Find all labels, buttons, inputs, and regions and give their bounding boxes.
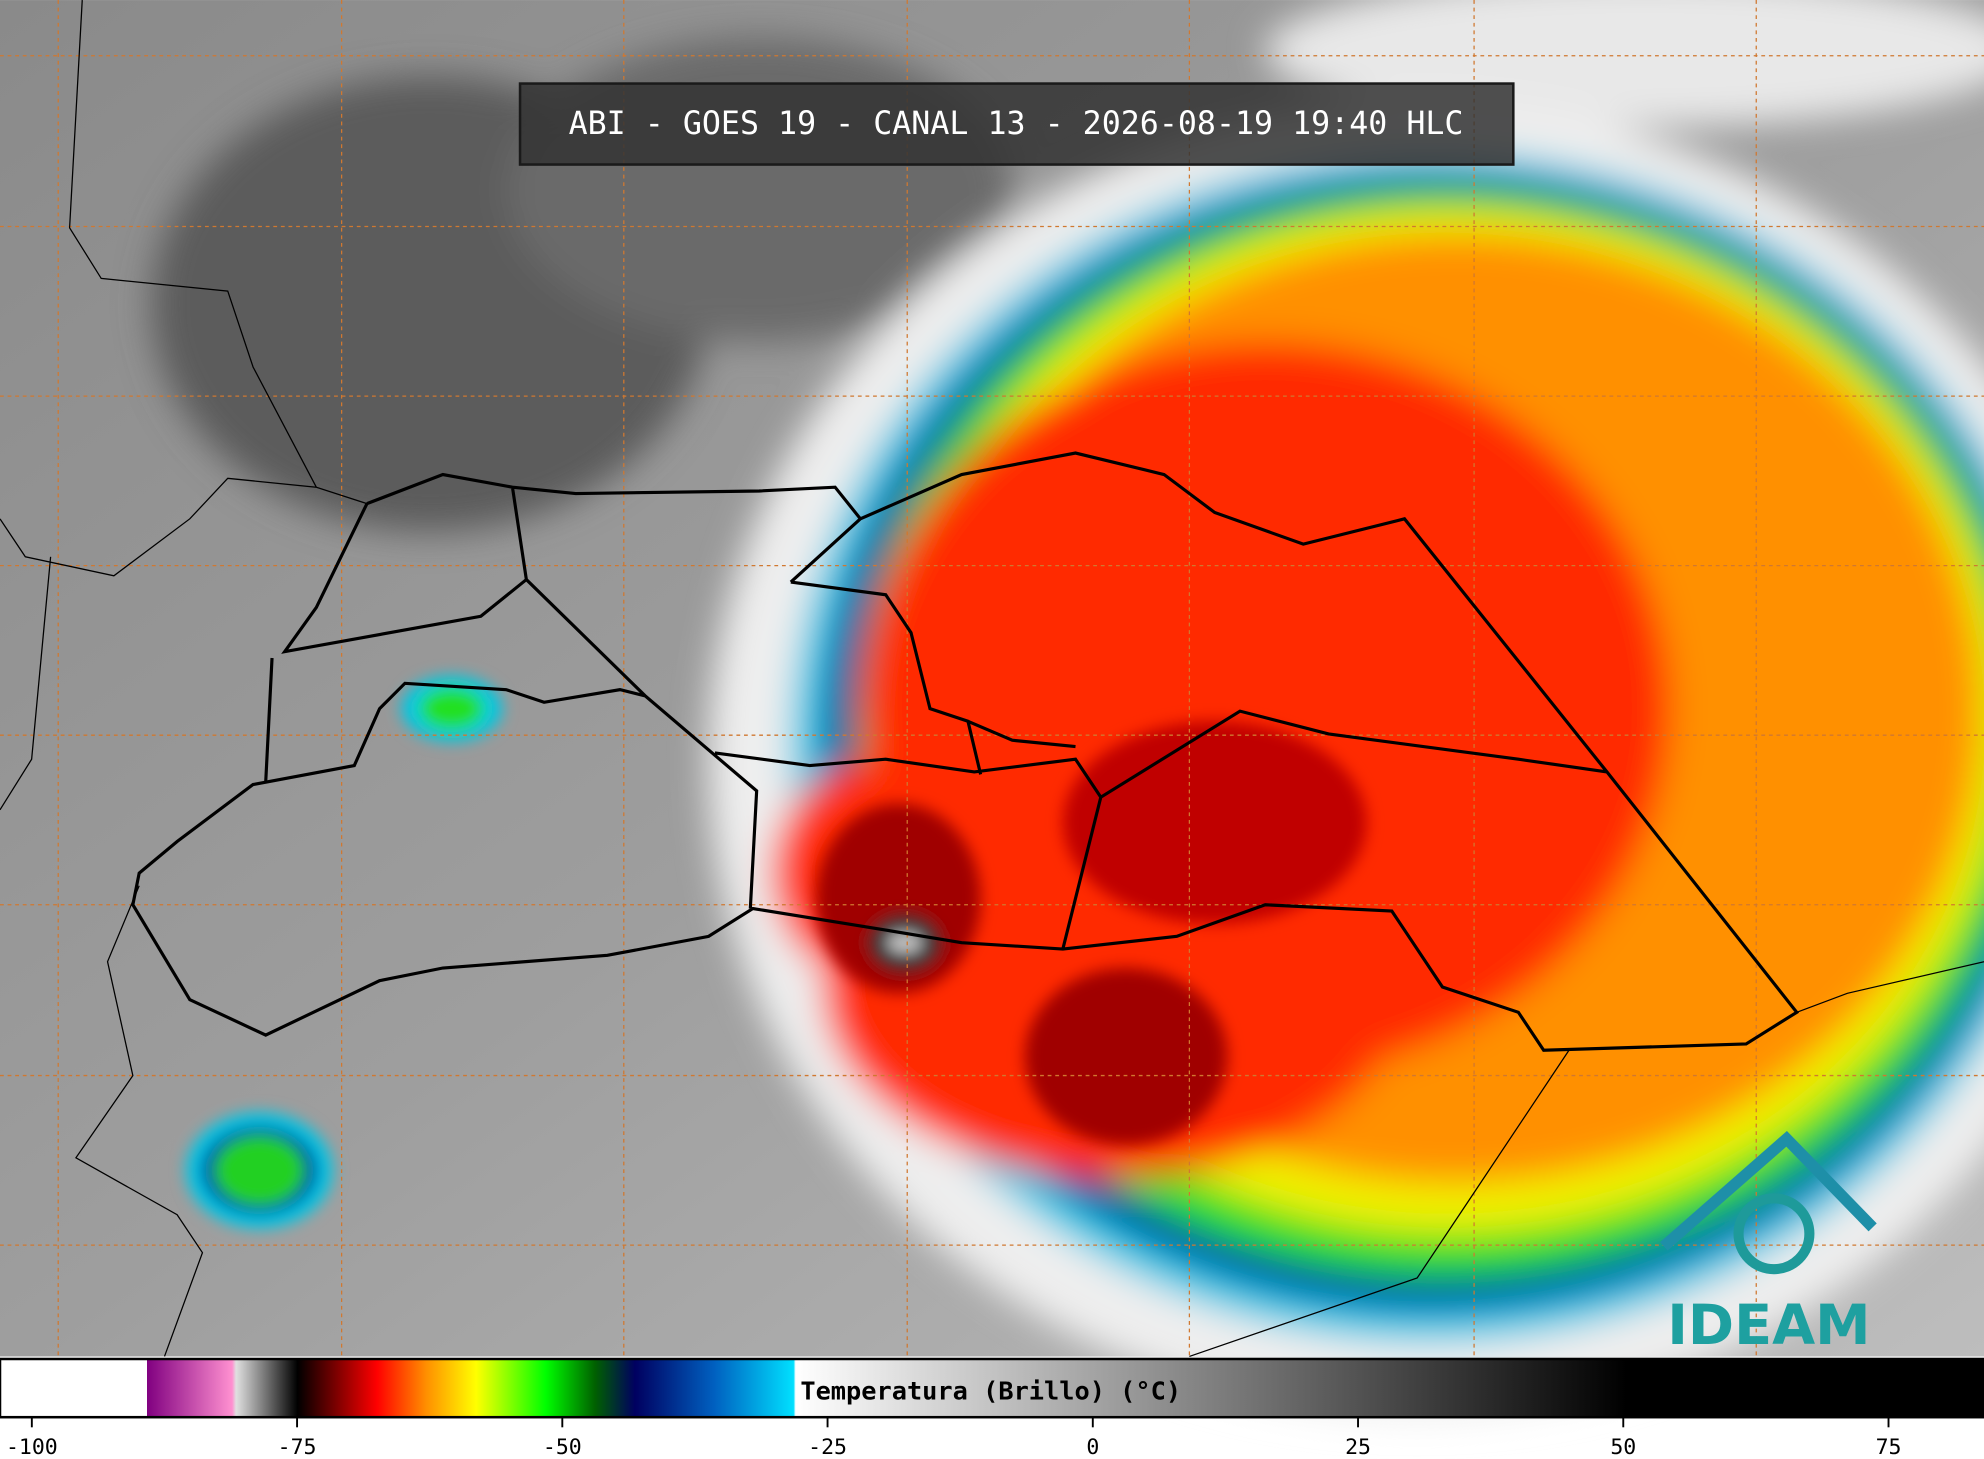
colorbar-tick-label: 50 — [1610, 1435, 1636, 1459]
colorbar-tick-label: 0 — [1086, 1435, 1099, 1459]
colorbar-tick-label: -100 — [6, 1435, 58, 1459]
logo-swirl — [1733, 1193, 1815, 1275]
logo-text: IDEAM — [1667, 1293, 1870, 1358]
borders — [0, 0, 1984, 1358]
title-background — [518, 82, 1515, 166]
colorbar-tick-label: 75 — [1876, 1435, 1902, 1459]
colorbar: Temperatura (Brillo) (°C) -100 -75 -50 -25 0… — [0, 1357, 1984, 1459]
imagery: IDEAM ABI - GOES 19 - CANAL 13 - 2026-08… — [0, 0, 1984, 1417]
colorbar-tick-label: -25 — [808, 1435, 847, 1459]
title: ABI - GOES 19 - CANAL 13 - 2026-08-19 19… — [569, 106, 1464, 142]
colorbar-tick-label: 25 — [1345, 1435, 1371, 1459]
colorbar-tick-label: -75 — [278, 1435, 317, 1459]
colorbar-label: Temperatura (Brillo) (°C) — [800, 1376, 1181, 1405]
graticule — [0, 0, 1984, 1357]
title-box: ABI - GOES 19 - CANAL 13 - 2026-08-19 19… — [518, 82, 1515, 166]
colorbar-tick-label: -50 — [543, 1435, 582, 1459]
logo: IDEAM — [1660, 1130, 1877, 1358]
colorbar-ramp — [0, 1357, 1984, 1419]
logo-roof — [1660, 1130, 1877, 1251]
